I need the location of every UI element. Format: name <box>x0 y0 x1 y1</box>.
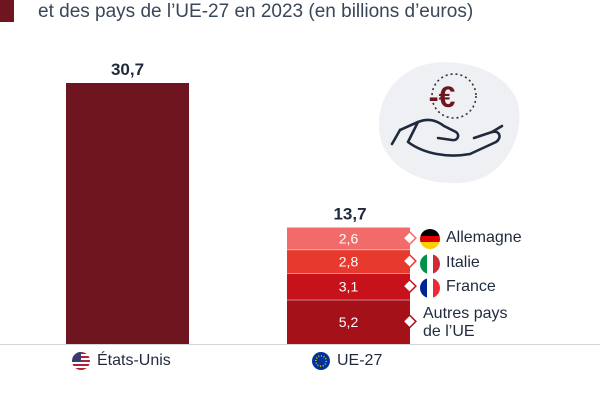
legend-allemagne-label: Allemagne <box>446 229 522 246</box>
legend-autres-line1: Autres pays <box>423 305 508 322</box>
italy-flag-icon <box>420 254 440 274</box>
open-hand-icon <box>390 118 504 157</box>
bar-us <box>66 83 189 344</box>
legend-connector <box>402 313 417 329</box>
bar-eu-segment-label-italie: 2,8 <box>339 254 359 270</box>
bar-eu-segment-label-autres-pays-de-l-ue: 5,2 <box>339 314 359 330</box>
eu-flag-icon <box>312 352 330 370</box>
legend-connector <box>402 253 417 269</box>
x-label-eu: UE-27 <box>312 350 382 372</box>
eu-label: UE-27 <box>337 352 383 369</box>
bar-eu-segment-italie <box>287 249 410 274</box>
title-accent-bar <box>0 0 14 22</box>
bar-us-value-label: 30,7 <box>111 60 144 79</box>
germany-flag-icon <box>420 229 440 249</box>
chart-title: et des pays de l’UE-27 en 2023 (en billi… <box>38 1 474 22</box>
legend-france: France <box>420 278 496 298</box>
legend-allemagne: Allemagne <box>420 229 522 249</box>
coin-symbol: -€ <box>429 81 456 114</box>
legend-italie: Italie <box>420 254 480 274</box>
legend-autres-line2: de l’UE <box>423 323 475 340</box>
legend-italie-label: Italie <box>446 254 480 271</box>
bar-eu-value-label: 13,7 <box>333 205 366 224</box>
us-flag-icon <box>72 352 90 370</box>
bar-eu-segment-label-france: 3,1 <box>339 279 359 295</box>
bar-eu-segment-autres-pays-de-l-ue <box>287 299 410 344</box>
france-flag-icon <box>420 278 440 298</box>
bar-eu-segment-allemagne <box>287 227 410 250</box>
bar-eu-segment-france <box>287 273 410 300</box>
us-label: États-Unis <box>97 352 171 369</box>
x-label-us: États-Unis <box>72 350 171 372</box>
legend-france-label: France <box>446 278 496 295</box>
illustration: -€ <box>378 58 523 188</box>
legend-connector <box>402 230 417 246</box>
minus-euro-coin-icon: -€ <box>429 73 477 119</box>
bar-eu-segment-label-allemagne: 2,6 <box>339 231 359 247</box>
legend-connector <box>402 278 417 294</box>
legend-autres: Autres pays de l’UE <box>423 305 507 341</box>
